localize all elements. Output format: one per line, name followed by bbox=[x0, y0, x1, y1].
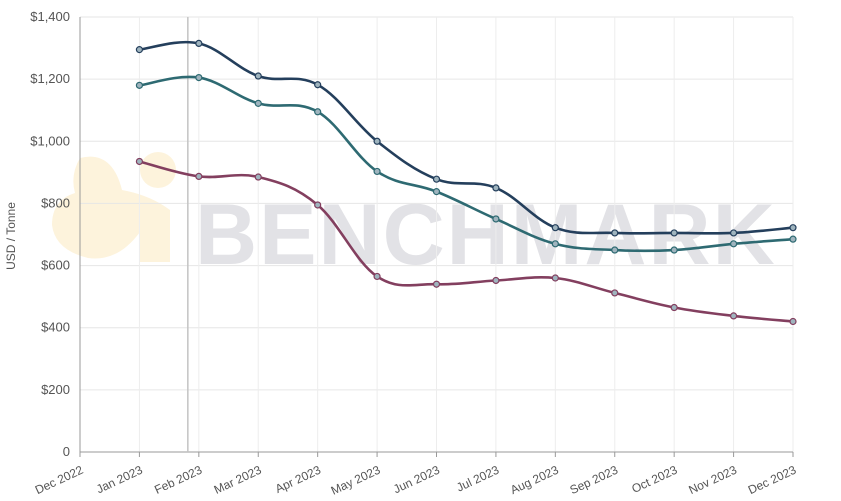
data-point bbox=[789, 224, 797, 232]
data-point bbox=[670, 246, 678, 254]
data-point bbox=[135, 81, 144, 89]
watermark: BENCHMARK bbox=[52, 152, 777, 283]
y-tick-label: $1,400 bbox=[30, 9, 70, 24]
data-point bbox=[314, 201, 322, 209]
data-point bbox=[492, 184, 500, 192]
x-tick-label: Aug 2023 bbox=[508, 463, 561, 498]
x-tick-label: Dec 2022 bbox=[33, 463, 86, 498]
data-point bbox=[611, 246, 619, 254]
watermark-text: BENCHMARK bbox=[195, 187, 777, 283]
series-1 bbox=[135, 39, 797, 237]
data-point bbox=[789, 235, 797, 243]
data-point bbox=[432, 280, 441, 288]
data-point bbox=[670, 303, 678, 312]
data-point bbox=[195, 39, 203, 48]
data-point bbox=[729, 312, 738, 320]
x-tick-label: Dec 2023 bbox=[746, 463, 799, 498]
series-3 bbox=[135, 157, 797, 326]
data-point bbox=[432, 188, 441, 196]
y-tick-label: 0 bbox=[63, 444, 70, 459]
data-point bbox=[195, 172, 203, 180]
x-tick-label: Oct 2023 bbox=[629, 463, 679, 496]
data-point bbox=[254, 99, 262, 107]
x-tick-label: May 2023 bbox=[329, 463, 383, 498]
y-tick-label: $400 bbox=[41, 320, 70, 335]
data-point bbox=[670, 229, 678, 237]
y-axis-label: USD / Tonne bbox=[4, 202, 18, 270]
x-tick-label: Mar 2023 bbox=[212, 463, 264, 497]
watermark-logo-circle bbox=[140, 152, 176, 188]
data-point bbox=[195, 73, 203, 82]
y-tick-label: $800 bbox=[41, 195, 70, 210]
data-point bbox=[789, 317, 797, 326]
data-point bbox=[254, 72, 262, 80]
data-point bbox=[254, 173, 262, 181]
y-tick-label: $600 bbox=[41, 258, 70, 273]
data-point bbox=[373, 137, 381, 145]
data-point bbox=[611, 289, 619, 297]
x-tick-label: Jul 2023 bbox=[454, 463, 501, 495]
data-point bbox=[314, 108, 322, 116]
series bbox=[135, 39, 797, 326]
data-point bbox=[373, 272, 381, 281]
data-point bbox=[551, 274, 559, 282]
y-tick-label: $1,000 bbox=[30, 133, 70, 148]
data-point bbox=[551, 240, 559, 248]
data-point bbox=[492, 215, 500, 223]
x-tick-label: Apr 2023 bbox=[273, 463, 323, 496]
data-point bbox=[729, 240, 738, 248]
y-tick-label: $200 bbox=[41, 382, 70, 397]
x-tick-label: Jun 2023 bbox=[391, 463, 442, 497]
data-point bbox=[611, 229, 619, 237]
data-point bbox=[729, 229, 738, 237]
data-point bbox=[135, 46, 144, 54]
grid bbox=[80, 16, 794, 452]
data-point bbox=[492, 276, 500, 285]
data-point bbox=[432, 175, 441, 183]
x-tick-label: Sep 2023 bbox=[568, 463, 621, 498]
data-point bbox=[135, 157, 144, 166]
data-point bbox=[551, 224, 559, 232]
x-tick-label: Jan 2023 bbox=[94, 463, 145, 497]
watermark-logo-shape bbox=[52, 156, 170, 262]
series-2 bbox=[135, 73, 797, 254]
data-point bbox=[314, 81, 322, 89]
data-point bbox=[373, 167, 381, 176]
y-tick-label: $1,200 bbox=[30, 71, 70, 86]
x-tick-label: Nov 2023 bbox=[686, 463, 739, 498]
x-tick-label: Feb 2023 bbox=[152, 463, 204, 497]
